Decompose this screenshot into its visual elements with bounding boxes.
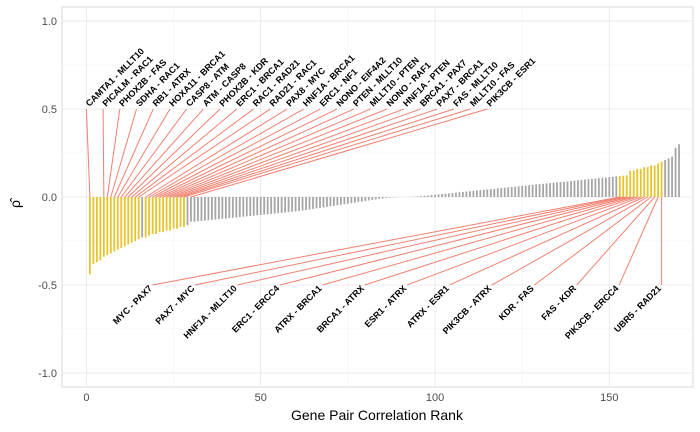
bars-layer: [88, 144, 680, 275]
y-axis-ticks: 1.0 0.5 0.0 -0.5 -1.0: [38, 16, 57, 380]
connector-line: [159, 108, 354, 198]
connector-line: [117, 108, 171, 198]
connector-line: [102, 109, 105, 198]
connector-line: [449, 196, 645, 286]
minor-gridlines: [62, 7, 693, 387]
y-tick-label: 0.5: [42, 104, 57, 116]
x-tick-label: 150: [600, 392, 618, 404]
connector-line: [491, 196, 648, 286]
connector-line: [237, 196, 627, 286]
y-tick-label: -1.0: [38, 368, 57, 380]
connector-line: [194, 196, 624, 286]
connector-line: [162, 108, 371, 198]
y-tick-label: -0.5: [38, 280, 57, 292]
connector-line: [618, 196, 659, 286]
y-axis-title: ρ̂: [7, 197, 23, 208]
connector-line: [166, 108, 388, 198]
connector-line: [155, 108, 338, 198]
connector-line: [127, 108, 221, 198]
connector-line: [364, 196, 638, 286]
connector-line: [148, 108, 304, 198]
y-tick-label: 1.0: [42, 16, 57, 28]
x-tick-label: 50: [255, 392, 267, 404]
x-tick-label: 0: [83, 392, 89, 404]
connector-line: [183, 108, 471, 198]
connector-line: [176, 108, 438, 198]
connector-line: [169, 108, 404, 198]
connector-line: [131, 108, 238, 198]
connector-line: [106, 108, 121, 198]
connector-line: [152, 108, 321, 198]
connector-line: [190, 108, 488, 198]
x-axis-title: Gene Pair Correlation Rank: [291, 407, 464, 423]
x-tick-label: 100: [426, 392, 444, 404]
connector-line: [406, 196, 641, 286]
x-axis-ticks: 0 50 100 150: [83, 392, 618, 404]
y-tick-label: 0.0: [42, 192, 57, 204]
connector-line: [534, 196, 652, 286]
connector-line: [322, 196, 634, 286]
connector-line: [138, 108, 271, 198]
connector-line: [279, 196, 631, 286]
connector-line: [85, 109, 91, 198]
annotation-connectors: [85, 108, 663, 286]
connector-line: [152, 196, 620, 286]
connector-line: [113, 108, 154, 198]
connector-line: [145, 108, 288, 198]
connector-line: [134, 108, 254, 198]
connector-line: [180, 108, 455, 198]
connector-line: [110, 108, 137, 198]
connector-line: [120, 108, 188, 198]
connector-line: [173, 108, 421, 198]
connector-line: [124, 108, 204, 198]
connector-line: [576, 196, 656, 286]
